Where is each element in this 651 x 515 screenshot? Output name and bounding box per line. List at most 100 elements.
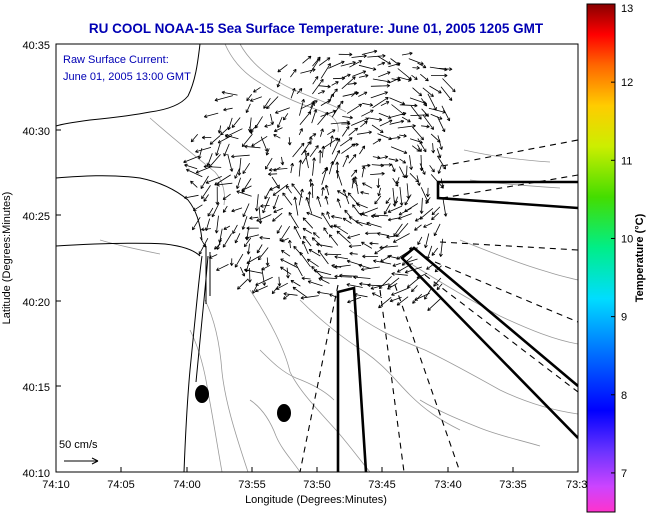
current-vector	[272, 212, 283, 222]
current-vector	[328, 234, 339, 246]
current-vector	[271, 176, 280, 189]
current-vector	[292, 142, 305, 158]
current-vector	[290, 68, 297, 78]
current-vector	[301, 152, 310, 165]
current-vector	[373, 259, 392, 265]
current-vector	[397, 76, 412, 82]
scale-label: 50 cm/s	[59, 439, 98, 451]
current-vector	[392, 177, 399, 187]
current-vector	[280, 156, 285, 166]
current-vector	[358, 263, 372, 269]
current-vector	[411, 285, 418, 293]
current-vector	[441, 105, 451, 122]
current-vector	[335, 169, 343, 186]
current-vector	[252, 283, 258, 294]
current-vector	[341, 121, 351, 126]
current-vector	[426, 245, 433, 260]
current-vector	[342, 154, 349, 168]
current-vector	[370, 283, 390, 290]
current-vector	[421, 98, 428, 107]
x-tick-label: 73:55	[238, 479, 266, 491]
current-vector	[198, 238, 209, 255]
current-vector	[311, 266, 322, 277]
current-vector	[277, 276, 282, 287]
current-vector	[348, 244, 362, 249]
current-vector	[370, 91, 388, 99]
current-vector	[262, 197, 270, 214]
current-vector	[423, 222, 433, 228]
current-vector	[431, 212, 439, 221]
current-vector	[217, 125, 222, 134]
current-vector	[429, 165, 435, 173]
current-vector	[195, 166, 211, 174]
current-vector	[195, 147, 212, 153]
colorbar-tick-label: 10	[621, 233, 633, 245]
x-tick-label: 73:35	[499, 479, 527, 491]
current-vector	[409, 155, 413, 170]
current-vector	[379, 162, 392, 167]
current-vector	[336, 230, 351, 244]
current-vector	[234, 233, 241, 244]
current-vector	[329, 293, 338, 298]
current-vector	[359, 145, 366, 155]
current-vector	[395, 177, 400, 185]
current-vector	[416, 175, 421, 186]
current-vector	[318, 277, 330, 284]
current-vector	[272, 194, 279, 210]
current-vector	[264, 124, 272, 128]
current-vector	[431, 143, 436, 154]
current-vector	[331, 81, 339, 86]
current-vector	[216, 264, 229, 271]
current-vector	[294, 262, 303, 277]
current-vector	[214, 243, 221, 250]
current-vector	[281, 249, 291, 257]
current-vector	[401, 116, 411, 123]
current-vector	[396, 262, 413, 273]
current-vector	[299, 98, 305, 116]
current-vector	[312, 78, 324, 95]
current-vector	[414, 224, 422, 231]
current-vector	[442, 198, 448, 217]
current-vector	[361, 241, 373, 249]
current-vector	[372, 138, 382, 145]
current-vector	[367, 54, 386, 58]
exclusion-corridors	[336, 180, 578, 472]
current-vector	[417, 138, 427, 153]
current-vector	[310, 182, 315, 199]
current-vector	[220, 126, 230, 136]
current-vector	[329, 135, 334, 147]
current-vector	[275, 282, 288, 290]
current-vector	[221, 90, 238, 96]
y-tick-label: 40:15	[22, 382, 50, 394]
current-vector	[311, 109, 318, 124]
current-vector	[335, 161, 340, 179]
current-vector	[366, 221, 382, 228]
current-vector	[190, 180, 198, 188]
current-vector	[280, 266, 292, 275]
current-vector	[211, 202, 220, 218]
current-vector	[361, 49, 378, 55]
current-vector	[288, 239, 292, 249]
current-vector	[244, 234, 259, 240]
current-vector	[330, 88, 338, 98]
current-vector	[342, 217, 352, 224]
current-vector	[370, 171, 385, 176]
current-vector	[259, 235, 271, 240]
current-vector	[334, 274, 352, 279]
current-vector	[392, 233, 410, 243]
current-vector	[333, 264, 351, 269]
current-vector	[392, 262, 401, 267]
current-vector	[231, 117, 241, 128]
current-vector	[306, 211, 323, 219]
current-vector	[440, 178, 445, 189]
current-vector	[321, 186, 325, 196]
current-vector	[331, 214, 343, 219]
current-vector	[201, 227, 211, 232]
current-vector	[410, 105, 422, 120]
current-vector	[253, 86, 261, 93]
y-tick-label: 40:35	[22, 40, 50, 52]
current-vector	[334, 255, 349, 260]
current-vector	[293, 225, 302, 240]
current-vector	[377, 232, 389, 237]
current-vector	[324, 252, 342, 257]
